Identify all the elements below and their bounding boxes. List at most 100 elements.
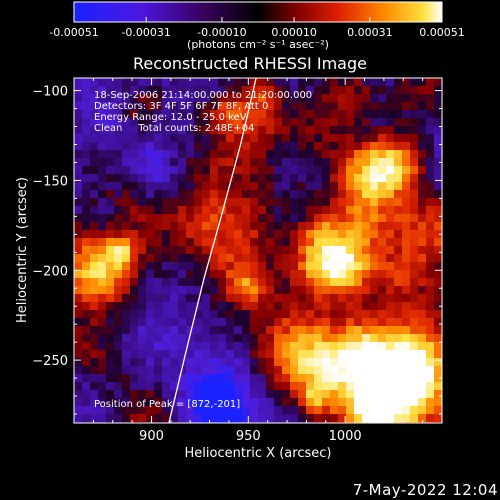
- image-pixel: [178, 358, 186, 366]
- image-pixel: [386, 134, 394, 142]
- image-pixel: [258, 110, 266, 118]
- image-pixel: [146, 134, 154, 142]
- image-pixel: [162, 278, 170, 286]
- image-pixel: [186, 382, 194, 390]
- image-pixel: [314, 214, 322, 222]
- image-pixel: [370, 238, 378, 246]
- image-pixel: [130, 262, 138, 270]
- image-pixel: [418, 102, 426, 110]
- image-pixel: [234, 182, 242, 190]
- image-pixel: [322, 182, 330, 190]
- image-pixel: [242, 150, 250, 158]
- image-pixel: [402, 190, 410, 198]
- image-pixel: [154, 158, 162, 166]
- image-pixel: [410, 134, 418, 142]
- image-pixel: [306, 118, 314, 126]
- image-pixel: [386, 326, 394, 334]
- image-pixel: [74, 246, 82, 254]
- image-pixel: [322, 238, 330, 246]
- image-pixel: [114, 222, 122, 230]
- image-pixel: [338, 286, 346, 294]
- image-pixel: [266, 118, 274, 126]
- image-pixel: [298, 174, 306, 182]
- image-pixel: [434, 342, 442, 350]
- image-pixel: [90, 302, 98, 310]
- image-pixel: [98, 398, 106, 406]
- image-pixel: [242, 302, 250, 310]
- image-pixel: [234, 142, 242, 150]
- image-pixel: [186, 126, 194, 134]
- image-pixel: [322, 270, 330, 278]
- image-pixel: [162, 214, 170, 222]
- image-pixel: [330, 110, 338, 118]
- image-pixel: [434, 142, 442, 150]
- image-pixel: [258, 254, 266, 262]
- image-pixel: [298, 190, 306, 198]
- image-pixel: [90, 246, 98, 254]
- image-pixel: [226, 222, 234, 230]
- image-pixel: [434, 390, 442, 398]
- image-pixel: [138, 190, 146, 198]
- image-pixel: [330, 206, 338, 214]
- image-pixel: [234, 406, 242, 414]
- image-pixel: [338, 118, 346, 126]
- image-pixel: [402, 78, 410, 86]
- image-pixel: [290, 254, 298, 262]
- image-pixel: [114, 110, 122, 118]
- image-pixel: [338, 334, 346, 342]
- image-pixel: [338, 238, 346, 246]
- image-pixel: [346, 326, 354, 334]
- image-pixel: [106, 382, 114, 390]
- image-pixel: [282, 166, 290, 174]
- image-pixel: [314, 174, 322, 182]
- image-pixel: [250, 94, 258, 102]
- image-pixel: [314, 414, 322, 422]
- image-pixel: [146, 262, 154, 270]
- image-pixel: [290, 382, 298, 390]
- image-pixel: [266, 374, 274, 382]
- image-pixel: [418, 334, 426, 342]
- image-pixel: [234, 214, 242, 222]
- image-pixel: [122, 214, 130, 222]
- colorbar-tick-label: -0.00051: [49, 26, 98, 39]
- image-pixel: [394, 278, 402, 286]
- image-pixel: [242, 334, 250, 342]
- image-pixel: [202, 254, 210, 262]
- image-pixel: [202, 342, 210, 350]
- image-pixel: [178, 86, 186, 94]
- image-pixel: [274, 390, 282, 398]
- image-pixel: [370, 374, 378, 382]
- image-pixel: [434, 294, 442, 302]
- image-pixel: [146, 302, 154, 310]
- image-pixel: [178, 414, 186, 422]
- image-pixel: [90, 278, 98, 286]
- image-pixel: [106, 254, 114, 262]
- image-pixel: [434, 134, 442, 142]
- image-pixel: [322, 222, 330, 230]
- image-pixel: [370, 198, 378, 206]
- image-pixel: [170, 78, 178, 86]
- image-pixel: [178, 166, 186, 174]
- image-pixel: [370, 102, 378, 110]
- image-pixel: [130, 190, 138, 198]
- image-pixel: [138, 382, 146, 390]
- image-pixel: [122, 150, 130, 158]
- image-pixel: [74, 166, 82, 174]
- image-pixel: [354, 230, 362, 238]
- image-pixel: [394, 254, 402, 262]
- image-pixel: [426, 310, 434, 318]
- image-pixel: [106, 166, 114, 174]
- image-pixel: [410, 198, 418, 206]
- image-pixel: [386, 310, 394, 318]
- image-pixel: [138, 158, 146, 166]
- image-pixel: [114, 254, 122, 262]
- image-pixel: [202, 174, 210, 182]
- image-pixel: [114, 286, 122, 294]
- image-pixel: [82, 334, 90, 342]
- image-pixel: [306, 246, 314, 254]
- image-pixel: [274, 94, 282, 102]
- image-pixel: [322, 342, 330, 350]
- image-pixel: [242, 390, 250, 398]
- image-pixel: [170, 366, 178, 374]
- image-pixel: [258, 166, 266, 174]
